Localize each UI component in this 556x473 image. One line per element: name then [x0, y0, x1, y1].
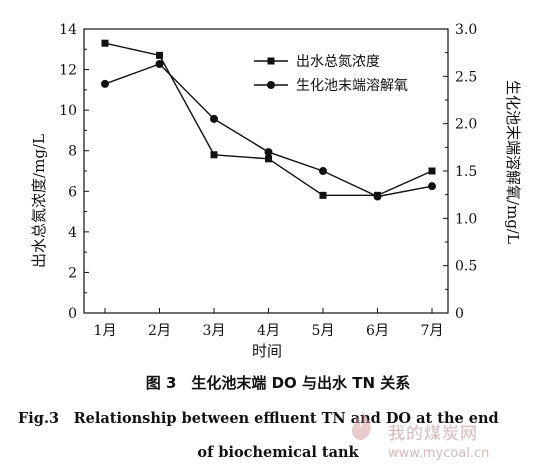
watermark-text: 我的煤炭网 — [388, 424, 478, 444]
data-point-circle — [373, 192, 382, 201]
y-left-tick-label: 4 — [68, 225, 77, 241]
y-right-tick-label: 2.5 — [455, 69, 477, 85]
y-axis-left-label: 出水总氮浓度/mg/L — [30, 134, 48, 268]
y-left-tick-label: 2 — [68, 265, 77, 281]
y-left-tick-label: 10 — [59, 103, 77, 119]
legend-marker-square — [267, 57, 275, 65]
data-point-square — [265, 155, 272, 163]
y-left-tick-label: 0 — [68, 306, 77, 322]
x-axis-label: 时间 — [252, 342, 282, 360]
y-left-tick-label: 14 — [59, 22, 77, 38]
chart-series — [101, 39, 436, 201]
data-point-circle — [264, 148, 273, 157]
data-point-circle — [428, 182, 436, 191]
legend-label: 生化池末端溶解氧 — [296, 78, 408, 94]
data-point-square — [428, 167, 436, 175]
figure-caption-english-line1: Fig.3 Relationship between effluent TN a… — [18, 410, 499, 427]
x-tick-label: 2月 — [148, 323, 171, 339]
y-left-tick-label: 12 — [59, 63, 77, 79]
x-tick-label: 3月 — [203, 323, 226, 339]
data-point-square — [210, 151, 218, 159]
x-tick-label: 1月 — [94, 323, 117, 339]
x-tick-label: 6月 — [366, 323, 389, 339]
watermark-flame-icon — [351, 410, 371, 440]
x-tick-label: 7月 — [421, 323, 444, 339]
legend-label: 出水总氮浓度 — [296, 54, 380, 70]
data-point-circle — [101, 79, 109, 88]
y-left-tick-label: 8 — [68, 144, 77, 160]
y-axis-right-label: 生化池末端溶解氧/mg/L — [504, 80, 522, 244]
y-right-tick-label: 1.5 — [455, 164, 477, 180]
chart-ticks: 1月 2月 3月 4月 5月 6月 7月 0 2 4 6 8 10 12 14 0 0.5 1.0 1.5 2.0 2.… — [59, 22, 477, 339]
y-right-tick-label: 1.0 — [455, 211, 477, 227]
data-point-square — [156, 51, 163, 59]
figure-caption-english-line2: of biochemical tank — [197, 444, 359, 461]
y-right-tick-label: 0 — [455, 306, 464, 322]
y-right-tick-label: 3.0 — [455, 22, 477, 38]
y-right-tick-label: 2.0 — [455, 117, 477, 133]
data-point-square — [319, 191, 327, 199]
data-point-circle — [319, 167, 327, 175]
x-tick-label: 4月 — [257, 323, 280, 339]
watermark-url: www.mycoal.cn — [388, 446, 490, 461]
data-point-circle — [210, 114, 218, 123]
data-point-circle — [155, 60, 164, 69]
x-tick-label: 5月 — [312, 323, 335, 339]
figure-caption-chinese: 图 3 生化池末端 DO 与出水 TN 关系 — [145, 374, 411, 392]
data-point-square — [101, 39, 109, 47]
y-left-tick-label: 6 — [68, 184, 77, 200]
y-right-tick-label: 0.5 — [455, 259, 477, 275]
legend-marker-circle — [267, 81, 275, 89]
